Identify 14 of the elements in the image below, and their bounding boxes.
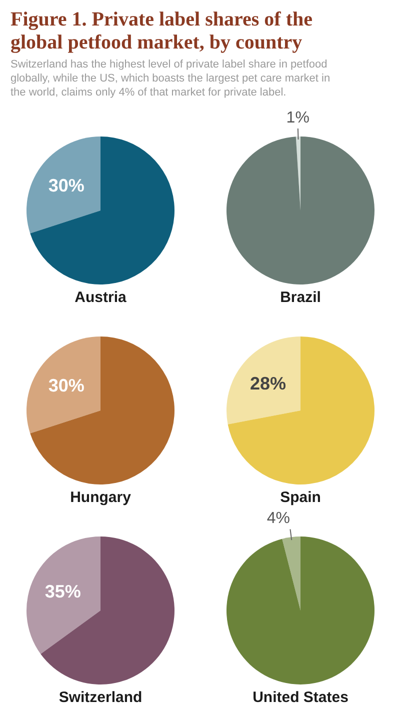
chart-title: Figure 1. Private label shares of the global petfood market, by country bbox=[10, 8, 313, 54]
text: Spain bbox=[280, 489, 321, 506]
text: Brazil bbox=[280, 289, 321, 306]
data-label: 28% bbox=[250, 374, 286, 394]
text: Hungary bbox=[70, 489, 132, 506]
data-label: 4% bbox=[266, 510, 290, 528]
text: Switzerland bbox=[58, 689, 142, 706]
chart-subtitle: Switzerland has the highest level of private label share in petfood globally, while the US, which boasts the largest pet care market in the world, claims only 4% of that market for private label. bbox=[10, 58, 330, 98]
data-label: 1% bbox=[286, 110, 310, 127]
text: United States bbox=[252, 689, 348, 706]
data-label: 30% bbox=[48, 176, 84, 196]
text: Austria bbox=[74, 289, 127, 306]
data-label: 35% bbox=[44, 581, 81, 602]
data-label: 30% bbox=[48, 376, 84, 396]
